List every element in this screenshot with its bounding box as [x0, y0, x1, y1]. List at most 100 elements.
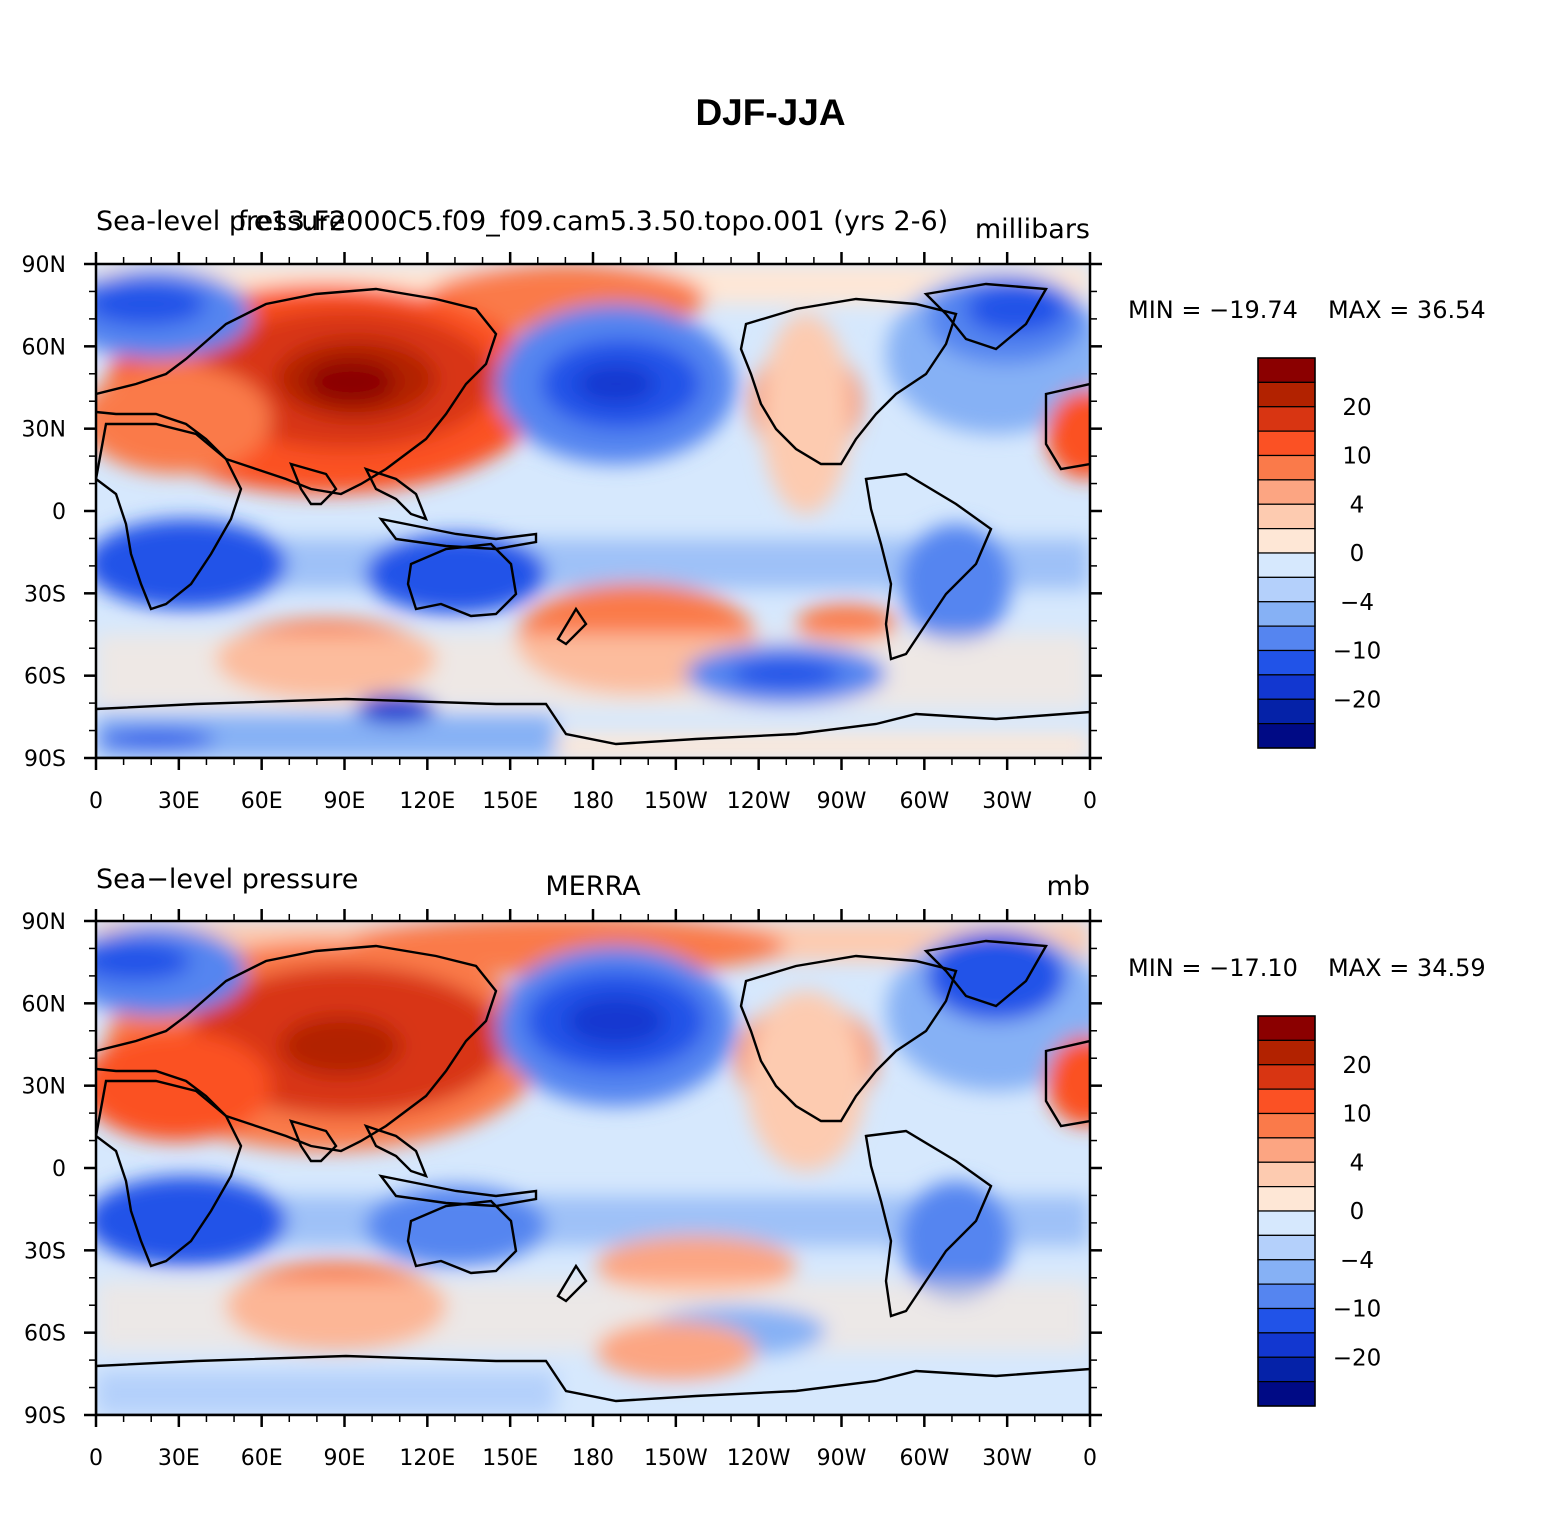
lon-tick-label: 30W: [982, 1446, 1032, 1471]
colorbar-label: 20: [1342, 395, 1371, 421]
colorbar-label: 10: [1342, 444, 1371, 470]
colorbar-swatch: [1257, 528, 1316, 554]
lon-tick-label: 0: [89, 1446, 103, 1471]
lon-tick-label: 120W: [727, 789, 791, 814]
colorbar-swatch: [1257, 576, 1316, 603]
lon-tick-label: 150E: [482, 1446, 538, 1471]
panel-right-title: mb: [1047, 871, 1090, 902]
colorbar-swatch: [1257, 601, 1316, 627]
map-axes: 90N 60N 30N 0 30S 60S 90S 0 30E 60E 90E 120E 150E 180…: [22, 252, 1102, 814]
max-label: MAX = 36.54: [1328, 296, 1486, 324]
lat-tick-label: 0: [52, 1157, 66, 1182]
lon-tick-label: 90W: [817, 1446, 867, 1471]
colorbar: 20 10 4 0 −4 −10 −20: [1257, 1015, 1382, 1407]
lon-tick-label: 30E: [158, 1446, 200, 1471]
contour-map: [96, 264, 1090, 758]
colorbar-swatch: [1257, 454, 1316, 481]
lon-tick-label: 60W: [899, 1446, 949, 1471]
lat-tick-label: 60N: [22, 335, 66, 360]
lon-tick-label: 0: [89, 789, 103, 814]
lon-tick-label: 150W: [644, 1446, 708, 1471]
lon-tick-label: 90E: [324, 789, 366, 814]
colorbar-swatch: [1257, 1112, 1316, 1139]
colorbar-label: −4: [1340, 1248, 1374, 1274]
colorbar-swatch: [1257, 1015, 1316, 1041]
lon-tick-label: 0: [1083, 789, 1097, 814]
colorbar-swatch: [1257, 1234, 1316, 1261]
lat-tick-label: 30S: [24, 582, 66, 607]
colorbar-swatch: [1257, 1039, 1316, 1066]
lon-tick-label: 150W: [644, 789, 708, 814]
colorbar-swatch: [1257, 406, 1316, 432]
lon-tick-label: 30E: [158, 789, 200, 814]
colorbar-swatch: [1257, 649, 1316, 676]
lon-tick-label: 120W: [727, 1446, 791, 1471]
contour-fill: [96, 264, 1090, 758]
colorbar-swatch: [1257, 1064, 1316, 1090]
colorbar-label: −20: [1333, 1345, 1382, 1371]
colorbar-label: 0: [1350, 1199, 1365, 1225]
lon-tick-label: 180: [572, 789, 614, 814]
colorbar-frame: [1257, 357, 1316, 749]
colorbar-label: 0: [1350, 541, 1365, 567]
lon-tick-label: 150E: [482, 789, 538, 814]
min-label: MIN = −17.10: [1128, 954, 1298, 982]
lon-tick-label: 30W: [982, 789, 1032, 814]
colorbar-swatch: [1257, 698, 1316, 725]
lat-tick-label: 90N: [22, 253, 66, 278]
panel-center-title: f.e13.F2000C5.f09_f09.cam5.3.50.topo.001…: [238, 206, 948, 237]
lat-tick-label: 30S: [24, 1239, 66, 1264]
lat-tick-label: 90S: [24, 1404, 66, 1429]
lon-tick-label: 120E: [399, 789, 455, 814]
lon-tick-label: 60W: [899, 789, 949, 814]
colorbar-swatch: [1257, 1186, 1316, 1212]
colorbar-swatch: [1257, 625, 1316, 652]
colorbar-swatch: [1257, 1381, 1316, 1407]
lat-tick-label: 90N: [22, 910, 66, 935]
colorbar-swatch: [1257, 552, 1316, 578]
colorbar-swatch: [1257, 674, 1316, 700]
lat-tick-label: 90S: [24, 747, 66, 772]
panel-reanalysis: Sea−level pressure MERRA mb: [22, 864, 1486, 1471]
panel-center-title: MERRA: [545, 871, 641, 902]
colorbar-label: 10: [1342, 1102, 1371, 1128]
colorbar-swatch: [1257, 1283, 1316, 1310]
colorbar-swatch: [1257, 381, 1316, 408]
figure-title: DJF-JJA: [695, 92, 846, 133]
map-axes: 90N 60N 30N 0 30S 60S 90S 0 30E 60E 90E 120E 150E 180…: [22, 909, 1102, 1471]
lon-tick-label: 90W: [817, 789, 867, 814]
colorbar-label: 4: [1350, 492, 1365, 518]
lon-tick-label: 60E: [241, 789, 283, 814]
colorbar-label: −10: [1333, 1297, 1382, 1323]
panel-left-title: Sea-level pressure: [96, 206, 345, 237]
colorbar-swatch: [1257, 1161, 1316, 1188]
lon-tick-label: 180: [572, 1446, 614, 1471]
colorbar-swatch: [1257, 1307, 1316, 1334]
colorbar-label: −10: [1333, 639, 1382, 665]
colorbar-swatch: [1257, 1259, 1316, 1285]
colorbar-swatch: [1257, 1332, 1316, 1358]
lat-tick-label: 60S: [24, 665, 66, 690]
colorbar-swatch: [1257, 1210, 1316, 1236]
lat-tick-label: 60N: [22, 992, 66, 1017]
panel-left-title: Sea−level pressure: [96, 864, 358, 895]
lat-tick-label: 60S: [24, 1322, 66, 1347]
colorbar-label: 4: [1350, 1150, 1365, 1176]
lat-tick-label: 0: [52, 500, 66, 525]
contour-map: [96, 921, 1090, 1415]
colorbar-frame: [1257, 1015, 1316, 1407]
colorbar-swatch: [1257, 430, 1316, 457]
colorbar-swatch: [1257, 723, 1316, 749]
lat-tick-label: 30N: [22, 1075, 66, 1100]
colorbar-swatch: [1257, 503, 1316, 530]
colorbar-swatch: [1257, 479, 1316, 505]
contour-fill: [96, 921, 1090, 1415]
lon-tick-label: 120E: [399, 1446, 455, 1471]
panel-right-title: millibars: [975, 214, 1090, 245]
colorbar-swatch: [1257, 1356, 1316, 1383]
panel-model: Sea-level pressure f.e13.F2000C5.f09_f09…: [22, 206, 1486, 814]
colorbar-label: −20: [1333, 687, 1382, 713]
lat-tick-label: 30N: [22, 418, 66, 443]
colorbar-label: 20: [1342, 1053, 1371, 1079]
colorbar-swatch: [1257, 357, 1316, 383]
